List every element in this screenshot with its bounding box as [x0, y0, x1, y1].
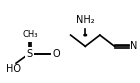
Text: S: S: [26, 49, 32, 59]
Text: O: O: [53, 49, 60, 59]
Text: N: N: [130, 41, 138, 51]
Text: CH₃: CH₃: [22, 30, 38, 40]
Circle shape: [84, 34, 87, 36]
Text: O: O: [25, 31, 33, 41]
Text: NH₂: NH₂: [76, 15, 95, 25]
Text: HO: HO: [6, 64, 21, 74]
